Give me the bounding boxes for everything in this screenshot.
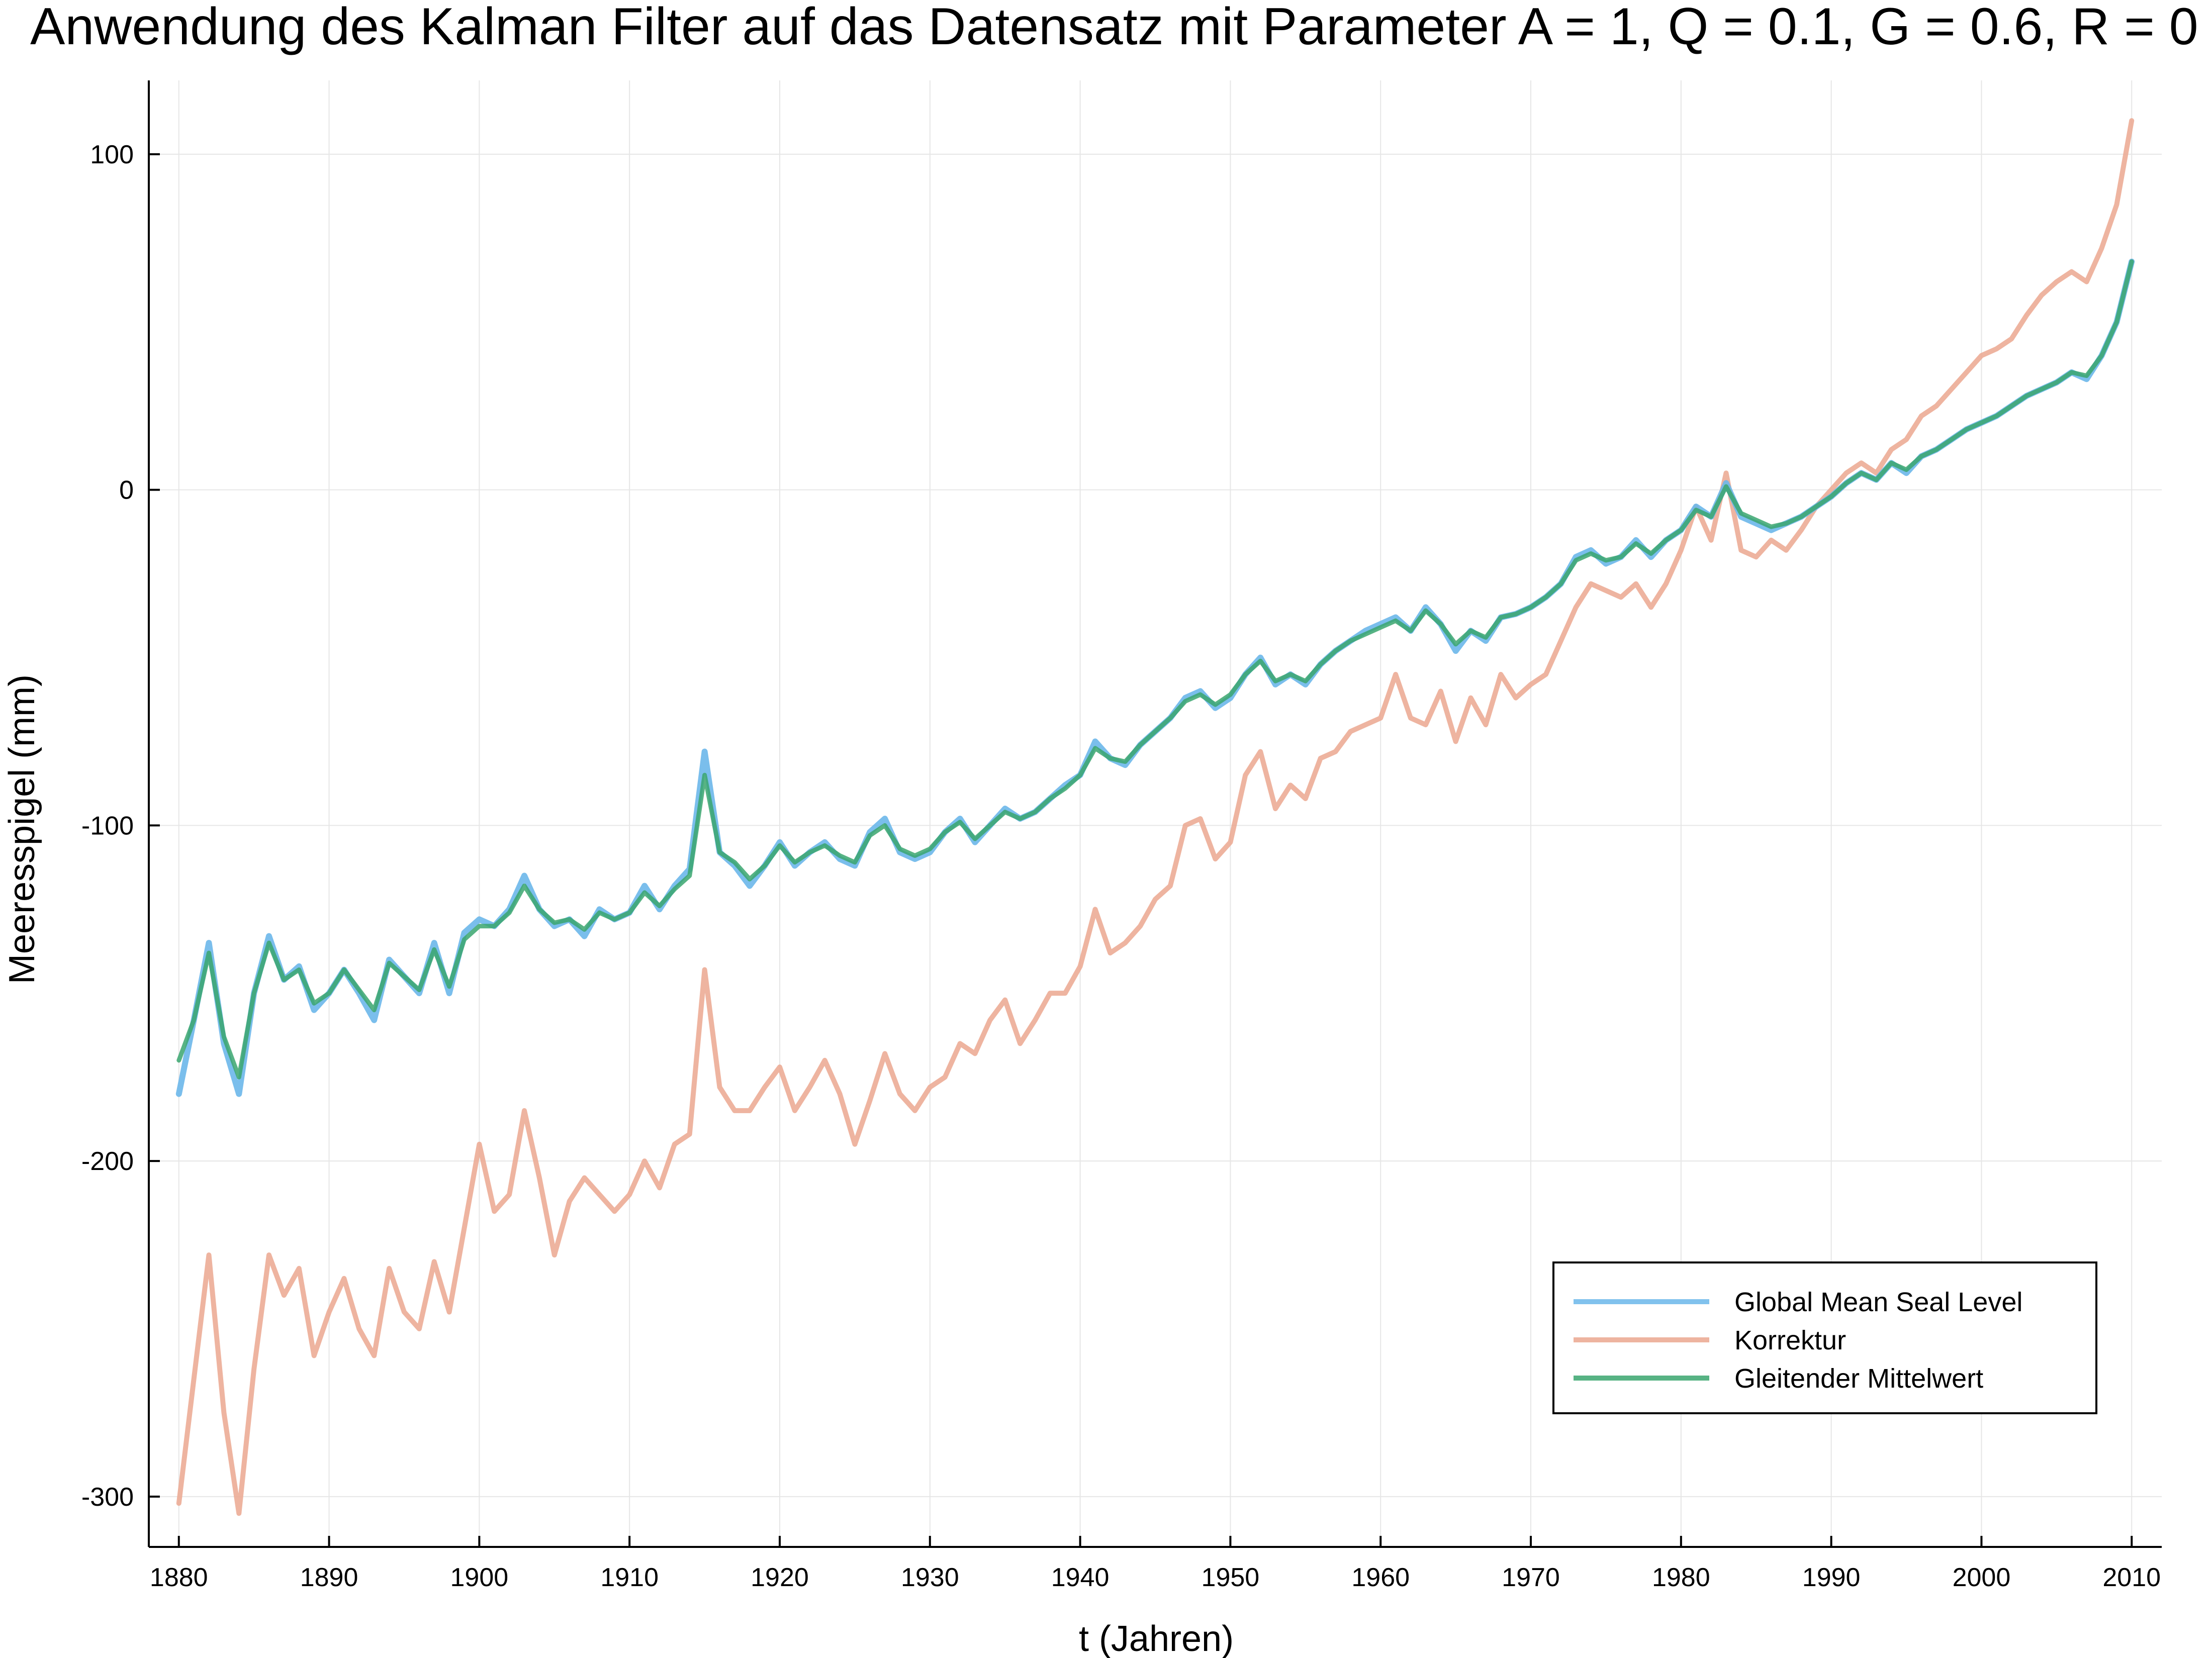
legend-label-gleitender-mittelwert: Gleitender Mittelwert bbox=[1734, 1363, 1983, 1394]
x-tick-label-3: 1910 bbox=[600, 1563, 659, 1592]
x-tick-label-0: 1880 bbox=[150, 1563, 208, 1592]
x-tick-label-8: 1960 bbox=[1351, 1563, 1410, 1592]
y-tick-label-4: 100 bbox=[90, 140, 134, 169]
x-tick-label-5: 1930 bbox=[901, 1563, 959, 1592]
y-tick-label-1: -200 bbox=[81, 1147, 134, 1176]
x-tick-label-13: 2010 bbox=[2102, 1563, 2161, 1592]
x-tick-label-1: 1890 bbox=[300, 1563, 358, 1592]
x-tick-label-2: 1900 bbox=[450, 1563, 509, 1592]
x-axis-label: t (Jahren) bbox=[1079, 1619, 1234, 1658]
legend: Global Mean Seal Level Korrektur Gleitende… bbox=[1553, 1262, 2096, 1413]
x-tick-label-9: 1970 bbox=[1502, 1563, 1560, 1592]
x-tick-label-6: 1940 bbox=[1051, 1563, 1110, 1592]
x-tick-label-10: 1980 bbox=[1652, 1563, 1710, 1592]
x-tick-label-11: 1990 bbox=[1802, 1563, 1861, 1592]
y-axis-label: Meeresspigel (mm) bbox=[2, 674, 42, 984]
y-tick-label-0: -300 bbox=[81, 1483, 134, 1512]
chart-title: Anwendung des Kalman Filter auf das Date… bbox=[30, 0, 2198, 56]
legend-label-global-mean-seal-level: Global Mean Seal Level bbox=[1734, 1287, 2022, 1317]
y-tick-label-2: -100 bbox=[81, 811, 134, 840]
x-tick-label-4: 1920 bbox=[751, 1563, 809, 1592]
y-tick-label-3: 0 bbox=[119, 476, 134, 505]
legend-label-korrektur: Korrektur bbox=[1734, 1325, 1846, 1355]
x-tick-label-7: 1950 bbox=[1202, 1563, 1260, 1592]
series-line-gleitender-mittelwert bbox=[179, 262, 2132, 1078]
x-tick-label-12: 2000 bbox=[1953, 1563, 2011, 1592]
series-line-global-mean-seal-level bbox=[179, 262, 2132, 1094]
